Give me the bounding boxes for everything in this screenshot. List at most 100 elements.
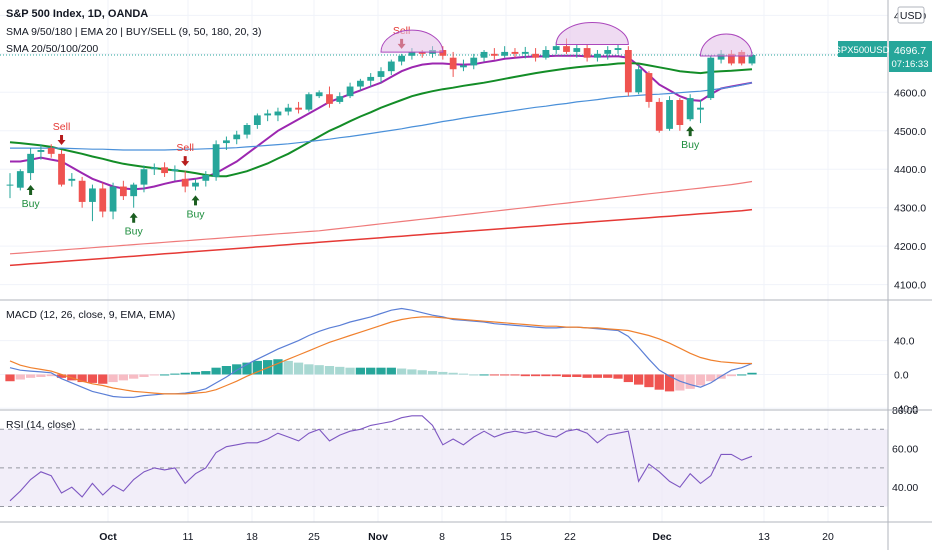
candle[interactable] xyxy=(573,44,581,58)
rsi-pane[interactable] xyxy=(0,415,888,508)
macd-line[interactable] xyxy=(9,307,753,398)
candle[interactable] xyxy=(202,171,210,187)
candle[interactable] xyxy=(58,150,65,187)
macd-histogram-bar[interactable] xyxy=(489,374,499,376)
macd-histogram-bar[interactable] xyxy=(170,373,180,375)
candle[interactable] xyxy=(315,90,323,99)
candle[interactable] xyxy=(68,173,76,187)
candle[interactable] xyxy=(346,82,354,99)
moving-average-line[interactable] xyxy=(10,82,753,151)
macd-histogram-bar[interactable] xyxy=(190,371,201,375)
candle[interactable] xyxy=(305,92,313,112)
macd-histogram-bar[interactable] xyxy=(479,374,489,376)
macd-histogram-bar[interactable] xyxy=(634,374,644,385)
macd-histogram-bar[interactable] xyxy=(108,374,118,383)
candle[interactable] xyxy=(387,59,395,75)
candle[interactable] xyxy=(6,173,14,199)
buy-signal[interactable]: Buy xyxy=(125,212,144,238)
macd-signal-line[interactable] xyxy=(9,316,752,395)
macd-histogram-bar[interactable] xyxy=(510,374,520,376)
candle[interactable] xyxy=(398,53,406,66)
overlay-legend-2[interactable]: SMA 20/50/100/200 xyxy=(6,43,98,55)
macd-histogram-bar[interactable] xyxy=(293,362,304,375)
candle[interactable] xyxy=(150,163,158,175)
macd-histogram-bar[interactable] xyxy=(541,374,551,377)
candle[interactable] xyxy=(655,98,663,133)
candle[interactable] xyxy=(253,113,261,129)
macd-histogram-bar[interactable] xyxy=(520,374,530,377)
macd-histogram-bar[interactable] xyxy=(366,367,376,375)
buy-signal[interactable]: Buy xyxy=(22,185,41,210)
buy-signal[interactable]: Buy xyxy=(186,195,205,220)
candle[interactable] xyxy=(614,44,622,54)
candle[interactable] xyxy=(480,50,488,62)
currency-badge[interactable]: USD xyxy=(897,6,925,24)
candle[interactable] xyxy=(47,144,55,158)
candle[interactable] xyxy=(212,140,220,181)
candle[interactable] xyxy=(501,46,509,58)
macd-histogram-bar[interactable] xyxy=(737,374,747,376)
macd-histogram-bar[interactable] xyxy=(304,364,314,375)
candle[interactable] xyxy=(192,178,199,191)
candle[interactable] xyxy=(635,65,643,95)
candle[interactable] xyxy=(295,101,302,114)
candle[interactable] xyxy=(542,46,550,60)
candle[interactable] xyxy=(284,103,292,116)
macd-histogram-bar[interactable] xyxy=(572,374,582,377)
macd-histogram-bar[interactable] xyxy=(355,367,366,375)
macd-histogram-bar[interactable] xyxy=(530,374,541,377)
macd-histogram-bar[interactable] xyxy=(129,374,139,379)
candle[interactable] xyxy=(171,165,179,181)
candle[interactable] xyxy=(336,92,344,104)
macd-histogram-bar[interactable] xyxy=(582,374,592,378)
macd-histogram-bar[interactable] xyxy=(283,360,293,375)
candle[interactable] xyxy=(676,98,684,131)
candle[interactable] xyxy=(532,48,539,62)
candle[interactable] xyxy=(27,148,35,180)
macd-histogram-bar[interactable] xyxy=(201,371,211,375)
candle[interactable] xyxy=(367,73,375,87)
macd-histogram-bar[interactable] xyxy=(675,374,685,391)
macd-histogram-bar[interactable] xyxy=(324,366,335,375)
macd-histogram-bar[interactable] xyxy=(273,359,283,375)
macd-histogram-bar[interactable] xyxy=(438,371,448,375)
macd-histogram-bar[interactable] xyxy=(149,374,159,376)
macd-histogram-bar[interactable] xyxy=(159,374,170,376)
candle[interactable] xyxy=(223,136,230,150)
sell-signal[interactable]: Sell xyxy=(176,142,194,167)
candle[interactable] xyxy=(16,169,24,191)
candle[interactable] xyxy=(78,176,86,208)
candle[interactable] xyxy=(624,46,632,97)
macd-histogram-bar[interactable] xyxy=(345,367,355,375)
macd-histogram-bar[interactable] xyxy=(695,374,706,386)
macd-histogram-bar[interactable] xyxy=(77,374,87,383)
candle[interactable] xyxy=(377,67,385,83)
macd-histogram-bar[interactable] xyxy=(386,367,396,375)
candle[interactable] xyxy=(511,48,519,58)
buy-signal[interactable]: Buy xyxy=(681,126,700,151)
moving-average-line[interactable] xyxy=(9,208,753,267)
macd-histogram-bar[interactable] xyxy=(469,374,479,376)
candle[interactable] xyxy=(274,107,282,122)
macd-histogram-bar[interactable] xyxy=(685,374,695,389)
macd-histogram-bar[interactable] xyxy=(654,374,664,390)
macd-histogram-bar[interactable] xyxy=(664,374,675,392)
macd-histogram-bar[interactable] xyxy=(211,367,221,375)
candle[interactable] xyxy=(233,130,241,145)
macd-histogram-bar[interactable] xyxy=(623,374,633,383)
candle[interactable] xyxy=(109,182,117,220)
candle[interactable] xyxy=(686,94,694,122)
candle[interactable] xyxy=(37,144,45,160)
macd-histogram-bar[interactable] xyxy=(500,374,510,376)
macd-histogram-bar[interactable] xyxy=(180,372,190,375)
candle[interactable] xyxy=(243,123,251,139)
macd-histogram-bar[interactable] xyxy=(314,365,324,375)
candle[interactable] xyxy=(181,171,189,193)
candle[interactable] xyxy=(460,59,467,72)
price-pane[interactable]: BuyBuyBuyBuySellSellSell xyxy=(0,22,888,267)
candle[interactable] xyxy=(264,109,272,122)
candle[interactable] xyxy=(449,51,457,77)
macd-histogram-bar[interactable] xyxy=(726,374,737,377)
candle[interactable] xyxy=(490,48,498,60)
